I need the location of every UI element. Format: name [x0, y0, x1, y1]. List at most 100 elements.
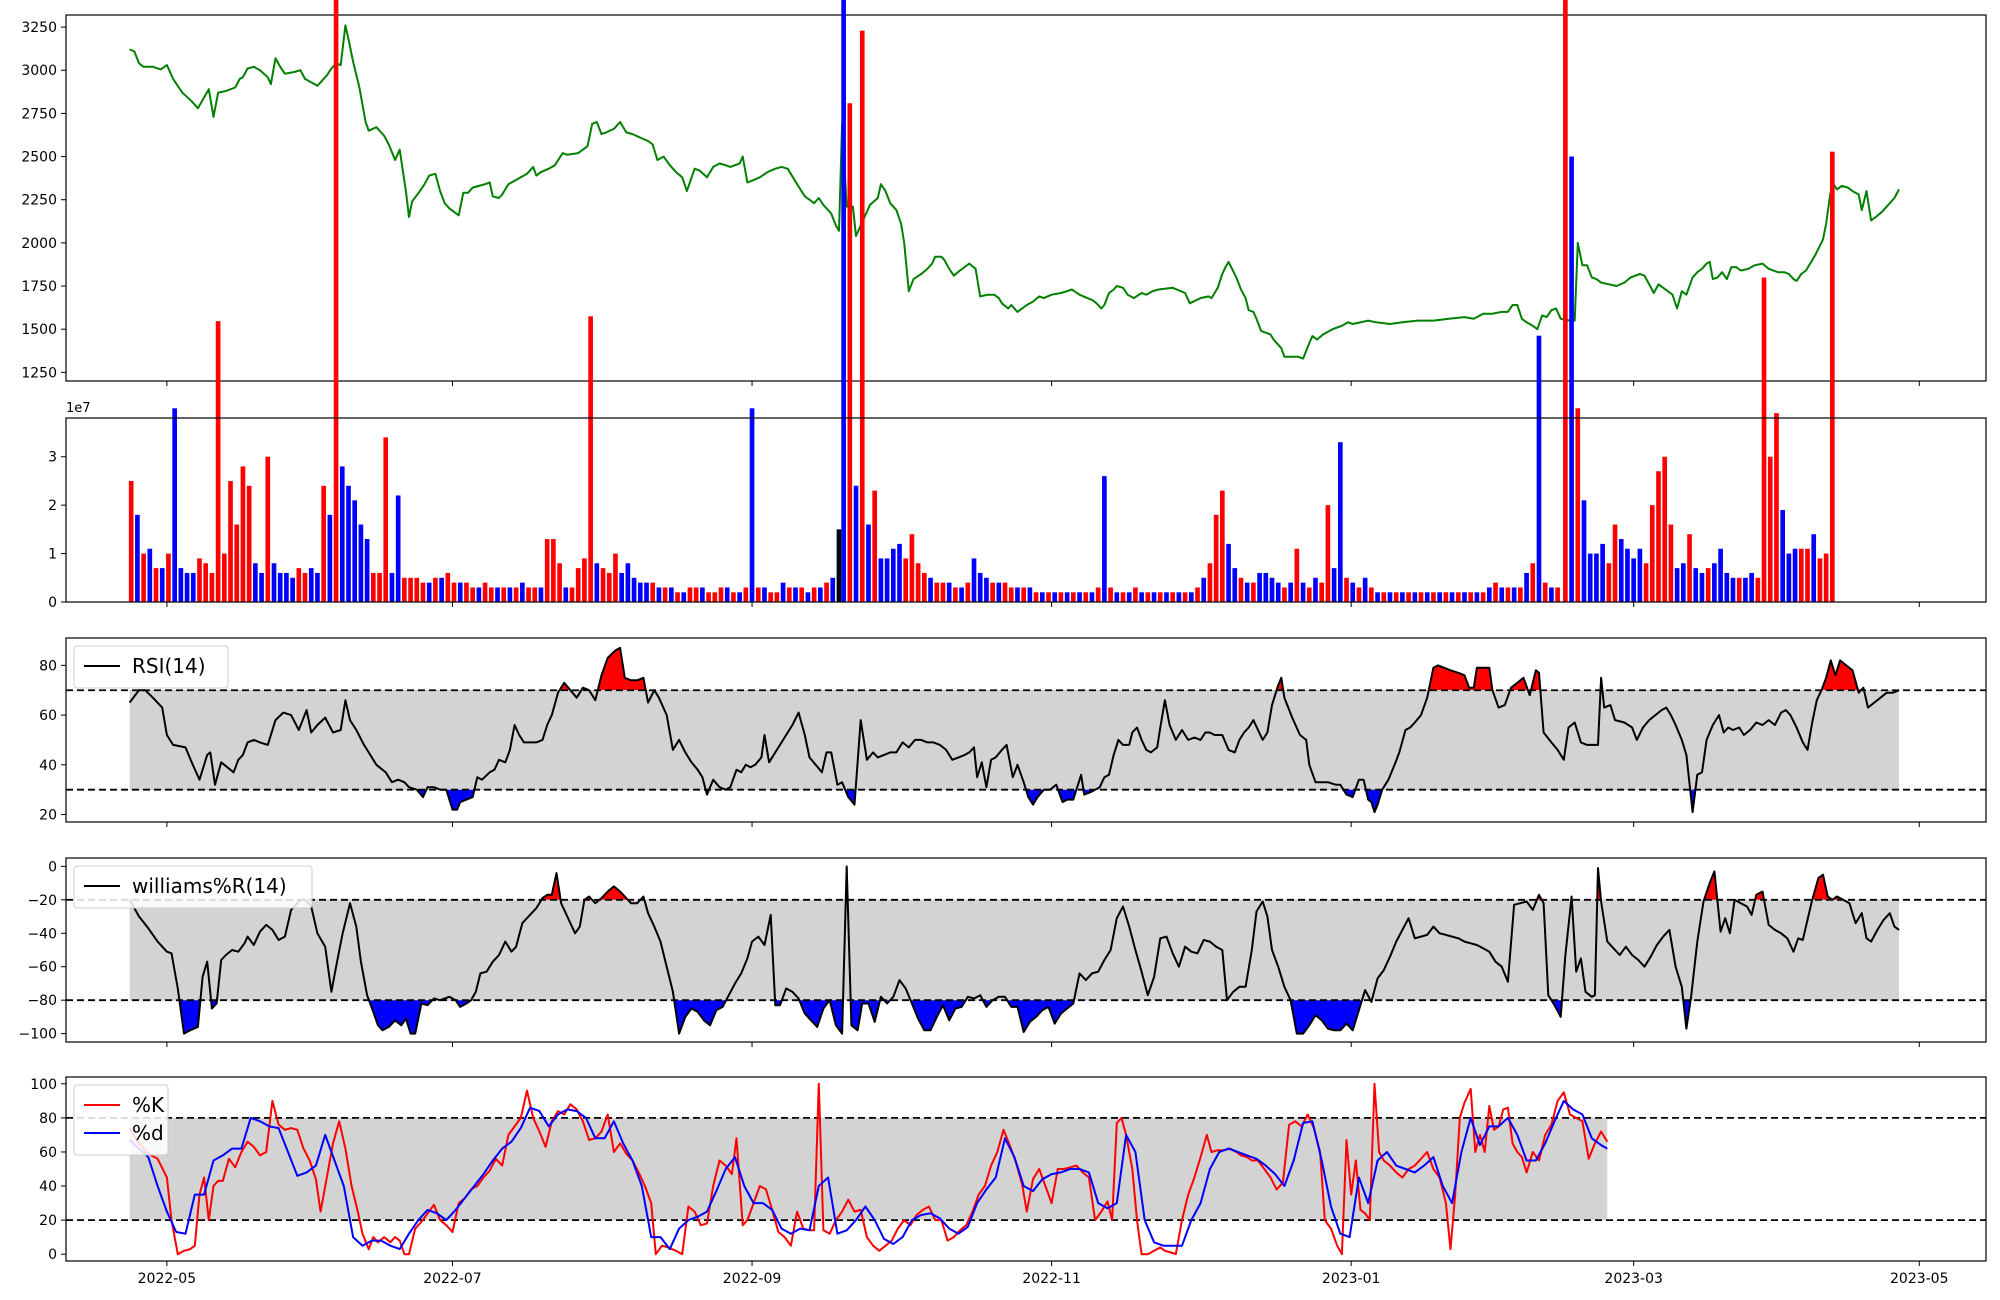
volume-bar — [1499, 587, 1505, 602]
volume-bar — [1089, 592, 1095, 602]
volume-bar — [1182, 592, 1188, 602]
volume-bar — [1164, 592, 1169, 602]
volume-bar — [681, 592, 687, 602]
stoch-legend: %K %d — [73, 1084, 169, 1156]
volume-bar — [520, 582, 525, 602]
volume-bar — [606, 572, 612, 602]
volume-bar — [1151, 592, 1157, 602]
volume-bar — [1780, 510, 1785, 602]
volume-bar — [1730, 577, 1736, 602]
volume-bar — [1282, 587, 1287, 602]
volume-bar — [897, 543, 902, 602]
volume-bar — [389, 572, 395, 602]
volume-bar — [1474, 592, 1480, 602]
volume-bar — [1637, 548, 1643, 602]
volume-bar — [1052, 592, 1058, 602]
volume-bar — [1786, 553, 1792, 602]
volume-bar — [1350, 582, 1356, 602]
volume-bar — [1213, 514, 1219, 602]
volume-bar — [1201, 577, 1207, 602]
volume-bar — [327, 514, 333, 602]
volume-bar — [308, 568, 314, 602]
volume-bar — [1251, 582, 1256, 602]
volume-bar — [1207, 563, 1213, 602]
volume-bar — [464, 582, 469, 602]
volume-bar — [847, 103, 853, 603]
volume-bar — [1823, 553, 1829, 602]
volume-bar — [940, 582, 946, 602]
volume-bar — [457, 582, 463, 602]
williams-legend-box — [73, 865, 313, 909]
volume-bar — [321, 485, 326, 602]
volume-bar — [178, 568, 184, 602]
volume-bar — [1575, 408, 1581, 602]
volume-bar — [1424, 592, 1430, 602]
volume-bar — [755, 587, 761, 602]
volume-bar — [352, 500, 358, 602]
volume-bar — [1176, 592, 1182, 602]
volume-bar — [1331, 568, 1337, 602]
volume-bar — [426, 582, 432, 602]
volume-bar — [1587, 553, 1593, 602]
volume-bar — [1674, 568, 1680, 602]
volume-bar — [946, 582, 952, 602]
williams-frame — [65, 857, 1987, 1043]
volume-bar — [445, 572, 451, 602]
volume-bar — [482, 582, 488, 602]
volume-bar — [1563, 0, 1568, 602]
price-ytick-label: 2000 — [21, 236, 57, 252]
volume-bar — [1767, 456, 1773, 602]
volume-bar — [153, 568, 159, 602]
volume-bar — [1705, 568, 1711, 602]
volume-bar — [724, 587, 730, 602]
volume-bar — [1830, 151, 1835, 602]
volume-bar — [971, 558, 977, 602]
volume-bar — [1313, 577, 1318, 602]
volume-bar — [1437, 592, 1442, 602]
volume-bar — [625, 563, 631, 602]
volume-bar — [1039, 592, 1045, 602]
volume-bar — [922, 572, 927, 602]
volume-bar — [172, 408, 177, 602]
volume-bar — [1524, 572, 1529, 602]
volume-bar — [246, 485, 252, 602]
volume-bar — [190, 572, 196, 602]
williams-neutral-band — [129, 899, 1900, 1001]
volume-bar — [339, 466, 345, 602]
volume-bar — [582, 558, 587, 602]
volume-bar — [859, 30, 865, 602]
rsi-overbought-fill — [129, 647, 1900, 691]
volume-bar — [841, 0, 846, 602]
volume-bar — [1412, 592, 1418, 602]
volume-bar — [1455, 592, 1461, 602]
volume-bar — [513, 587, 519, 602]
stoch-ytick-label: 60 — [39, 1145, 57, 1161]
volume-bar — [1668, 524, 1674, 602]
volume-bar — [1362, 577, 1368, 602]
volume-bar — [215, 321, 221, 602]
volume-bar — [470, 587, 475, 602]
volume-bar — [1736, 577, 1742, 602]
volume-bar — [1798, 548, 1804, 602]
volume-bar — [866, 524, 871, 602]
rsi-ytick-label: 20 — [39, 808, 57, 824]
volume-bar — [1511, 587, 1517, 602]
stoch-ytick-label: 40 — [39, 1179, 57, 1195]
xtick-label: 2023-03 — [1604, 1271, 1663, 1287]
volume-bar — [1569, 156, 1574, 603]
price-ytick-label: 2500 — [21, 150, 57, 166]
volume-bar — [805, 592, 811, 602]
volume-bar — [594, 563, 600, 602]
volume-bar — [1443, 592, 1449, 602]
volume-bar — [786, 587, 792, 602]
volume-frame — [65, 417, 1987, 603]
volume-ytick-label: 1 — [48, 547, 57, 563]
price-ytick-label: 3250 — [21, 20, 57, 36]
volume-bar — [526, 587, 531, 602]
volume-bar — [1008, 587, 1014, 602]
volume-bar — [197, 558, 202, 602]
williams-ytick-label: −40 — [27, 926, 57, 942]
price-ytick-label: 1250 — [21, 365, 57, 381]
volume-bar — [1699, 572, 1705, 602]
volume-bar — [959, 587, 964, 602]
